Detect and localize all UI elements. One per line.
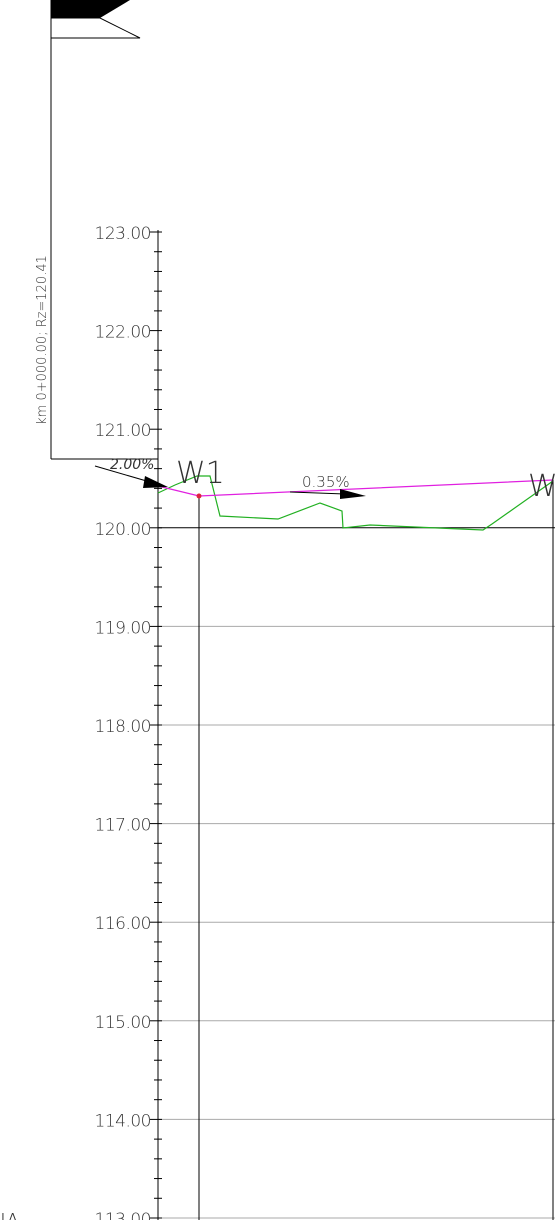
elevation-label: 123.00 <box>95 224 151 244</box>
point-end: W <box>528 469 558 504</box>
elevation-label: 116.00 <box>95 914 151 934</box>
grade-arrow <box>289 491 346 495</box>
elevation-label: 118.00 <box>95 717 151 737</box>
elevation-label: 119.00 <box>95 618 151 638</box>
arrow-head <box>143 476 168 488</box>
ticks: 123.00 122.00 121.00 120.00 119.00 118.00 117.… <box>95 224 162 1220</box>
point-start: W1 <box>176 456 225 491</box>
elevation-label: 113.00 <box>95 1210 151 1220</box>
elevation-label: 121.00 <box>95 421 151 441</box>
elevation-label: 122.00 <box>95 323 151 343</box>
arrow-head <box>340 489 366 499</box>
terrain-line <box>157 475 554 531</box>
elevation-label: 120.00 <box>95 520 151 540</box>
grade-point <box>196 493 202 499</box>
start-grade-arrow <box>94 465 151 483</box>
elevation-label: 117.00 <box>95 816 151 836</box>
start-grade: 2.00% <box>110 457 154 473</box>
block-outline <box>51 17 141 39</box>
station-label: km 0+000.00; Rz=120.41 <box>35 255 50 425</box>
elevation-label: 115.00 <box>95 1013 151 1033</box>
block-fill <box>51 0 130 18</box>
grade-label: 0.35% <box>302 473 350 491</box>
grid <box>158 527 555 1219</box>
elevation-label: 114.00 <box>95 1111 151 1131</box>
corner-text: IA <box>0 1209 20 1220</box>
